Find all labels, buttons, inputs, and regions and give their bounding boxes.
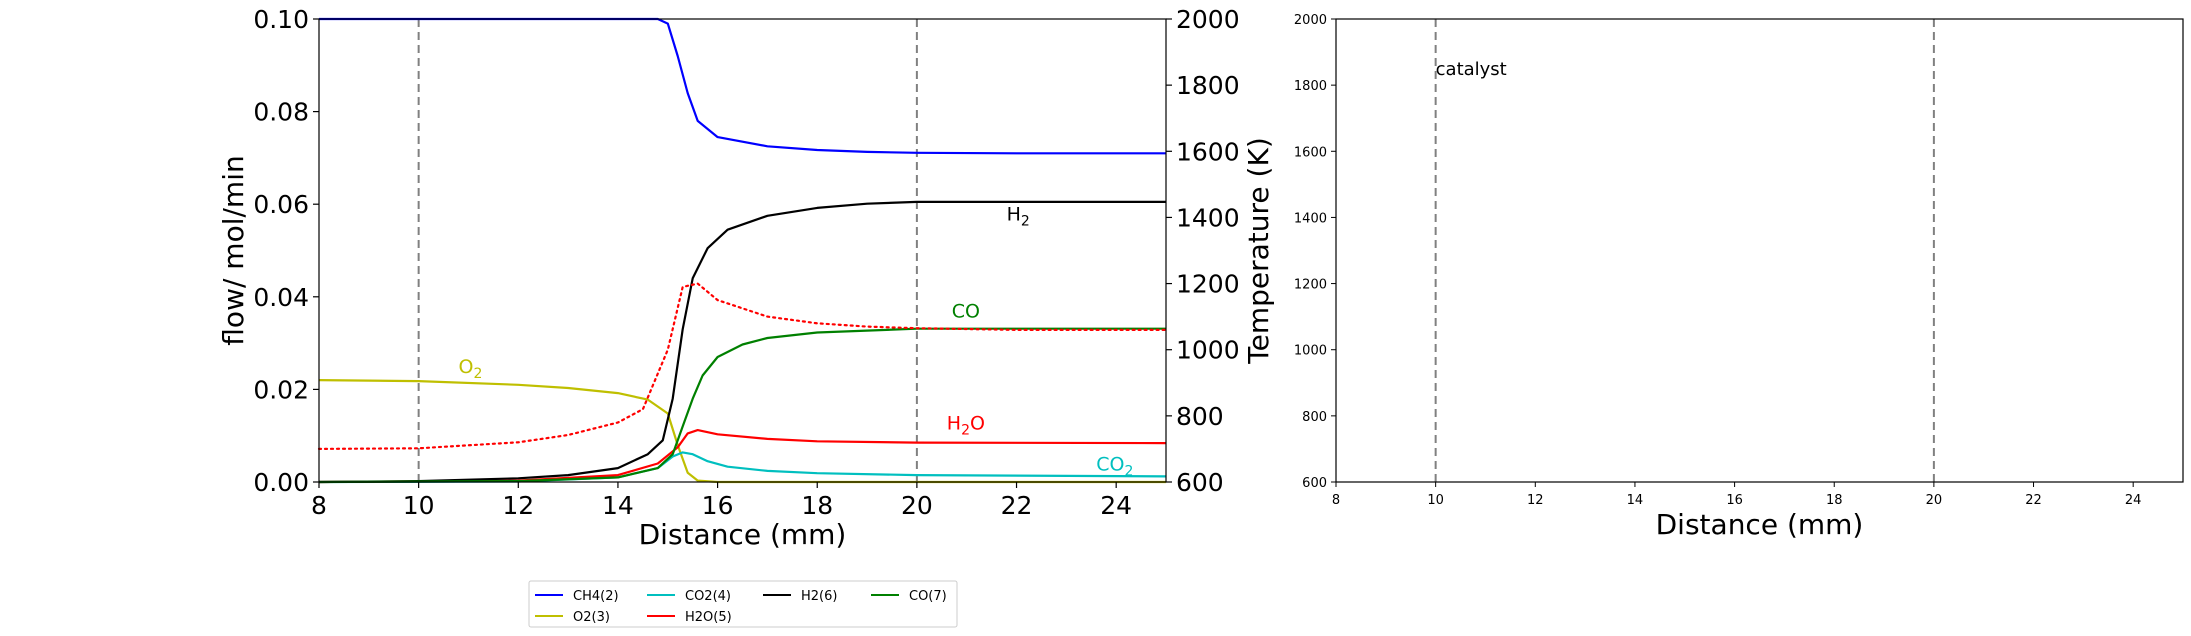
annotation-base: H bbox=[947, 413, 961, 435]
y2-tick-label: 1600 bbox=[1176, 137, 1240, 166]
plot-frame bbox=[318, 18, 1167, 483]
x-tick-label: 8 bbox=[1332, 493, 1340, 508]
x-tick-label: 18 bbox=[1826, 493, 1843, 508]
series-annotation: H2O bbox=[947, 413, 985, 439]
y-tick-label: 0.06 bbox=[253, 190, 309, 219]
annotation-subscript: 2 bbox=[473, 366, 482, 382]
y-tick-label: 800 bbox=[1302, 410, 1327, 425]
plot-frame bbox=[1335, 18, 2184, 483]
y-tick-label: 1000 bbox=[1294, 344, 1327, 359]
annotation-tail: O bbox=[970, 413, 985, 435]
legend-label: H2O(5) bbox=[685, 610, 732, 625]
y-tick-label: 0.10 bbox=[253, 5, 309, 34]
y2-tick-label: 800 bbox=[1176, 402, 1224, 431]
annotation-base: O bbox=[459, 356, 474, 378]
x-tick-label: 24 bbox=[1100, 491, 1132, 520]
y-tick-label: 1800 bbox=[1294, 79, 1327, 94]
x-tick-label: 16 bbox=[1726, 493, 1743, 508]
x-axis-label: Distance (mm) bbox=[1656, 508, 1864, 541]
series-line-o23 bbox=[318, 379, 1166, 484]
series-line-ch42 bbox=[319, 17, 1166, 155]
legend-label: CO(7) bbox=[909, 589, 947, 604]
legend-label: O2(3) bbox=[573, 610, 610, 625]
x-tick-label: 12 bbox=[1527, 493, 1544, 508]
annotation-base: CO bbox=[952, 301, 980, 323]
x-tick-label: 20 bbox=[1926, 493, 1943, 508]
y-axis-label: flow/ mol/min bbox=[217, 155, 250, 345]
x-tick-label: 20 bbox=[901, 491, 933, 520]
y2-axis-label: Temperature (K) bbox=[1242, 137, 1275, 364]
x-tick-label: 8 bbox=[311, 491, 327, 520]
y-tick-label: 0.00 bbox=[253, 468, 309, 497]
x-tick-label: 22 bbox=[1001, 491, 1033, 520]
y-tick-label: 0.04 bbox=[253, 283, 309, 312]
legend-label: H2(6) bbox=[801, 589, 837, 604]
annotation-base: CO bbox=[1096, 453, 1124, 475]
y-tick-label: 600 bbox=[1302, 476, 1327, 491]
y2-tick-label: 1400 bbox=[1176, 203, 1240, 232]
annotation-subscript: 2 bbox=[1021, 213, 1030, 229]
legend-box bbox=[528, 580, 958, 628]
x-tick-label: 24 bbox=[2125, 493, 2142, 508]
y2-tick-label: 2000 bbox=[1176, 5, 1240, 34]
y-tick-label: 0.08 bbox=[253, 98, 309, 127]
y2-tick-label: 600 bbox=[1176, 468, 1224, 497]
temperature-line bbox=[317, 282, 1168, 450]
y2-tick-label: 1200 bbox=[1176, 270, 1240, 299]
flow-chart: 8 10 12 14 16 18 20 22 240.000.020.040.060.080.1… bbox=[217, 5, 1275, 551]
legend-label: CO2(4) bbox=[685, 589, 731, 604]
x-tick-label: 10 bbox=[403, 491, 435, 520]
y-tick-label: 1400 bbox=[1294, 211, 1327, 226]
y2-tick-label: 1800 bbox=[1176, 71, 1240, 100]
x-tick-label: 14 bbox=[1627, 493, 1644, 508]
series-annotation: CO bbox=[952, 301, 980, 323]
series-annotation: O2 bbox=[459, 356, 483, 382]
series-line-h2o5 bbox=[318, 429, 1167, 484]
catalyst-label: catalyst bbox=[1436, 59, 1507, 80]
y-tick-label: 2000 bbox=[1294, 13, 1327, 28]
x-tick-label: 16 bbox=[702, 491, 734, 520]
series-annotation: CO2 bbox=[1096, 453, 1133, 479]
series-line-co24 bbox=[318, 451, 1167, 484]
legend: CH4(2) O2(3) CO2(4) H2O(5) H2(6) CO(7) bbox=[528, 580, 958, 628]
annotation-subscript: 2 bbox=[1124, 463, 1133, 479]
y-tick-label: 0.02 bbox=[253, 375, 309, 404]
y2-tick-label: 1000 bbox=[1176, 336, 1240, 365]
x-tick-label: 10 bbox=[1427, 493, 1444, 508]
x-tick-label: 22 bbox=[2025, 493, 2042, 508]
series-line-co7 bbox=[318, 327, 1166, 484]
legend-label: CH4(2) bbox=[573, 589, 619, 604]
annotation-base: H bbox=[1007, 203, 1021, 225]
x-axis-label: Distance (mm) bbox=[639, 518, 847, 551]
temperature-chart: 8 10 12 14 16 18 20 22 24 600 800 1000 1200 1400 1600 1… bbox=[1294, 13, 2184, 541]
x-tick-label: 12 bbox=[502, 491, 534, 520]
x-tick-label: 18 bbox=[801, 491, 833, 520]
y-tick-label: 1600 bbox=[1294, 145, 1327, 160]
series-line-h26 bbox=[318, 200, 1166, 484]
series-annotation: H2 bbox=[1007, 203, 1030, 229]
annotation-subscript: 2 bbox=[961, 423, 970, 439]
x-tick-label: 14 bbox=[602, 491, 634, 520]
y-tick-label: 1200 bbox=[1294, 278, 1327, 293]
